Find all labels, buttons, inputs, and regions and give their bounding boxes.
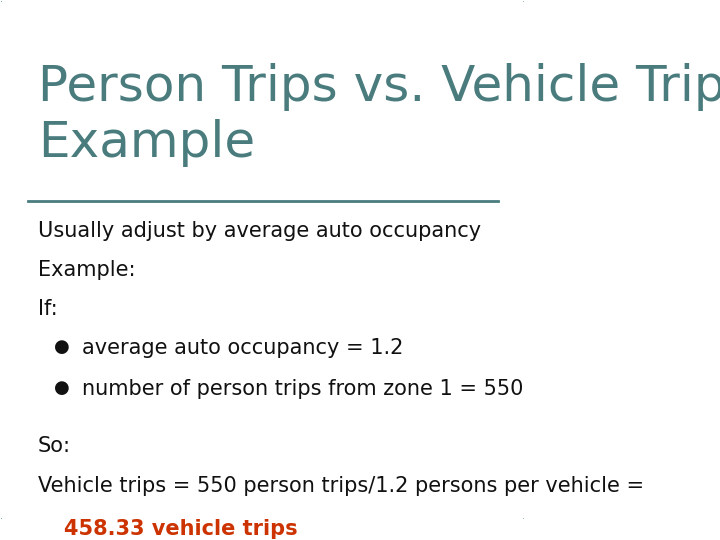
Text: ●: ●	[53, 338, 69, 355]
Text: Person Trips vs. Vehicle Trips
Example: Person Trips vs. Vehicle Trips Example	[38, 64, 720, 167]
Text: ●: ●	[53, 379, 69, 397]
Text: Usually adjust by average auto occupancy: Usually adjust by average auto occupancy	[38, 221, 481, 241]
Text: Example:: Example:	[38, 260, 135, 280]
Text: Vehicle trips = 550 person trips/1.2 persons per vehicle =: Vehicle trips = 550 person trips/1.2 per…	[38, 476, 644, 496]
Text: number of person trips from zone 1 = 550: number of person trips from zone 1 = 550	[82, 379, 523, 399]
FancyBboxPatch shape	[0, 0, 529, 524]
Text: So:: So:	[38, 436, 71, 456]
Text: average auto occupancy = 1.2: average auto occupancy = 1.2	[82, 338, 404, 357]
Text: If:: If:	[38, 299, 58, 319]
Text: 458.33 vehicle trips: 458.33 vehicle trips	[64, 518, 297, 538]
